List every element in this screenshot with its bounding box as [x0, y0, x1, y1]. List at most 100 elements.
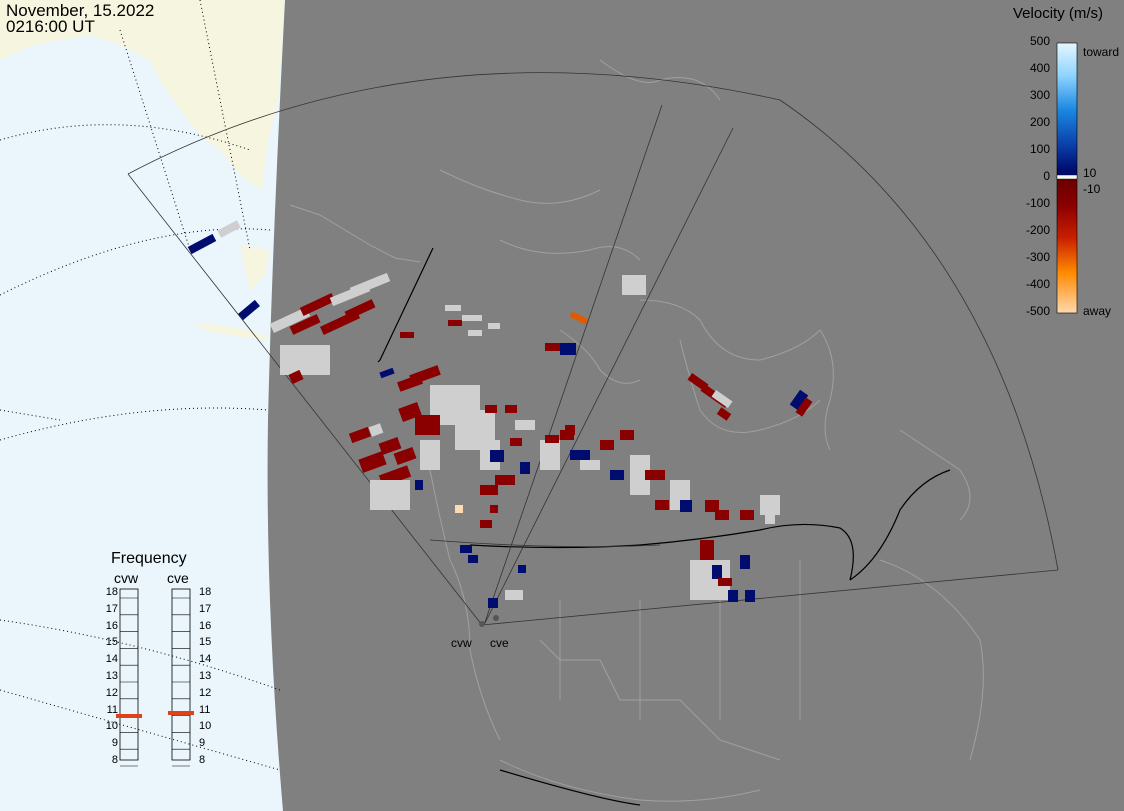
velocity-cell: [448, 320, 462, 326]
velocity-cell: [187, 233, 217, 255]
velocity-cell: [622, 275, 646, 295]
freq-tick-label: 17: [199, 602, 212, 615]
freq-radar-label-cvw: cvw: [114, 570, 139, 586]
velocity-cell: [740, 555, 750, 569]
velocity-cell: [510, 438, 522, 446]
velocity-cell: [518, 565, 526, 573]
night-region: [267, 0, 1124, 811]
velocity-cell: [415, 415, 440, 435]
freq-tick-label: 12: [105, 686, 118, 699]
freq-radar-label-cve: cve: [167, 570, 189, 586]
scale-label: 400: [1029, 61, 1050, 75]
freq-tick-label: 14: [199, 653, 212, 666]
velocity-cell: [400, 332, 414, 338]
freq-tick-label: 11: [106, 703, 118, 716]
sunlit-land: [240, 245, 270, 290]
scale-label: -400: [1025, 277, 1050, 291]
site-label-cve: cve: [490, 636, 509, 650]
freq-tick-label: 8: [111, 754, 118, 766]
velocity-cell: [600, 440, 614, 450]
velocity-cell: [349, 272, 391, 297]
scale-label: 0: [1043, 169, 1050, 183]
velocity-cell: [560, 343, 576, 355]
frequency-title: Frequency: [111, 550, 187, 567]
freq-tick-label: 13: [105, 670, 118, 682]
velocity-cell: [460, 545, 472, 553]
velocity-cell: [455, 505, 463, 513]
velocity-cell: [795, 397, 813, 417]
velocity-cell: [480, 485, 498, 495]
freq-gauge-cvw: [119, 588, 139, 761]
velocity-cell: [238, 299, 260, 321]
pos-threshold-label: 10: [1083, 166, 1097, 180]
velocity-cell: [445, 305, 461, 311]
graticule: [0, 0, 281, 771]
velocity-cell: [420, 440, 440, 470]
velocity-cell: [488, 598, 498, 608]
velocity-cell: [687, 372, 709, 392]
velocity-cell: [358, 451, 387, 473]
velocity-cell: [765, 510, 775, 524]
velocity-cell: [368, 423, 384, 437]
toward-label: toward: [1083, 45, 1120, 59]
frequency-gauges: [116, 588, 194, 767]
freq-tick-label: 12: [199, 686, 212, 699]
freq-tick-label: 11: [199, 703, 211, 716]
scale-label: 100: [1029, 142, 1050, 156]
velocity-cell: [580, 460, 600, 470]
velocity-cell: [655, 500, 669, 510]
radar-site-cvw: [479, 621, 485, 627]
sunlit-land: [0, 0, 285, 190]
freq-indicator-cvw: [116, 714, 142, 718]
date-label: November, 15.2022: [6, 1, 155, 20]
scale-label: -100: [1025, 196, 1050, 210]
freq-tick-label: 13: [199, 670, 212, 682]
freq-tick-label: 10: [199, 720, 212, 733]
sunlit-land: [190, 323, 275, 340]
velocity-cell: [217, 220, 241, 238]
freq-gauge-cve: [171, 588, 191, 761]
velocity-cell: [415, 480, 423, 490]
radar-site-cve: [493, 615, 499, 621]
velocity-cell: [540, 440, 560, 470]
velocity-cell: [545, 435, 559, 443]
velocity-cell: [490, 505, 498, 513]
freq-tick-label: 16: [199, 619, 212, 632]
velocity-cell: [715, 510, 729, 520]
velocity-cell: [789, 389, 809, 411]
neg-threshold-label: -10: [1083, 182, 1101, 196]
velocity-cell: [468, 330, 482, 336]
velocity-cell: [515, 420, 535, 430]
velocity-cell: [289, 314, 321, 335]
velocity-cell: [393, 446, 417, 466]
freq-tick-label: 8: [199, 754, 206, 766]
velocity-cell: [740, 510, 754, 520]
velocity-cell: [700, 540, 714, 560]
velocity-cell: [495, 475, 515, 485]
freq-indicator-cve: [168, 711, 194, 715]
freq-ticks: [120, 597, 190, 767]
scale-label: 300: [1029, 88, 1050, 102]
velocity-cell: [520, 462, 530, 474]
site-label-cvw: cvw: [451, 636, 472, 650]
velocity-cell: [378, 436, 402, 456]
velocity-cell: [712, 565, 722, 579]
scale-label: -500: [1025, 304, 1050, 318]
away-label: away: [1083, 304, 1112, 318]
velocity-cell: [728, 590, 738, 602]
velocity-cell: [462, 315, 482, 321]
freq-tick-label: 15: [199, 636, 212, 649]
velocity-cell: [348, 426, 372, 444]
velocity-cell: [630, 455, 650, 495]
scale-label: -200: [1025, 223, 1050, 237]
freq-tick-label: 14: [105, 653, 118, 666]
scale-label: 200: [1029, 115, 1050, 129]
velocity-cell: [570, 450, 590, 460]
near-zero-band: [1056, 174, 1078, 180]
velocity-cell: [299, 293, 336, 316]
velocity-cell: [370, 480, 410, 510]
scale-label: 500: [1029, 34, 1050, 48]
freq-tick-label: 9: [199, 737, 206, 750]
